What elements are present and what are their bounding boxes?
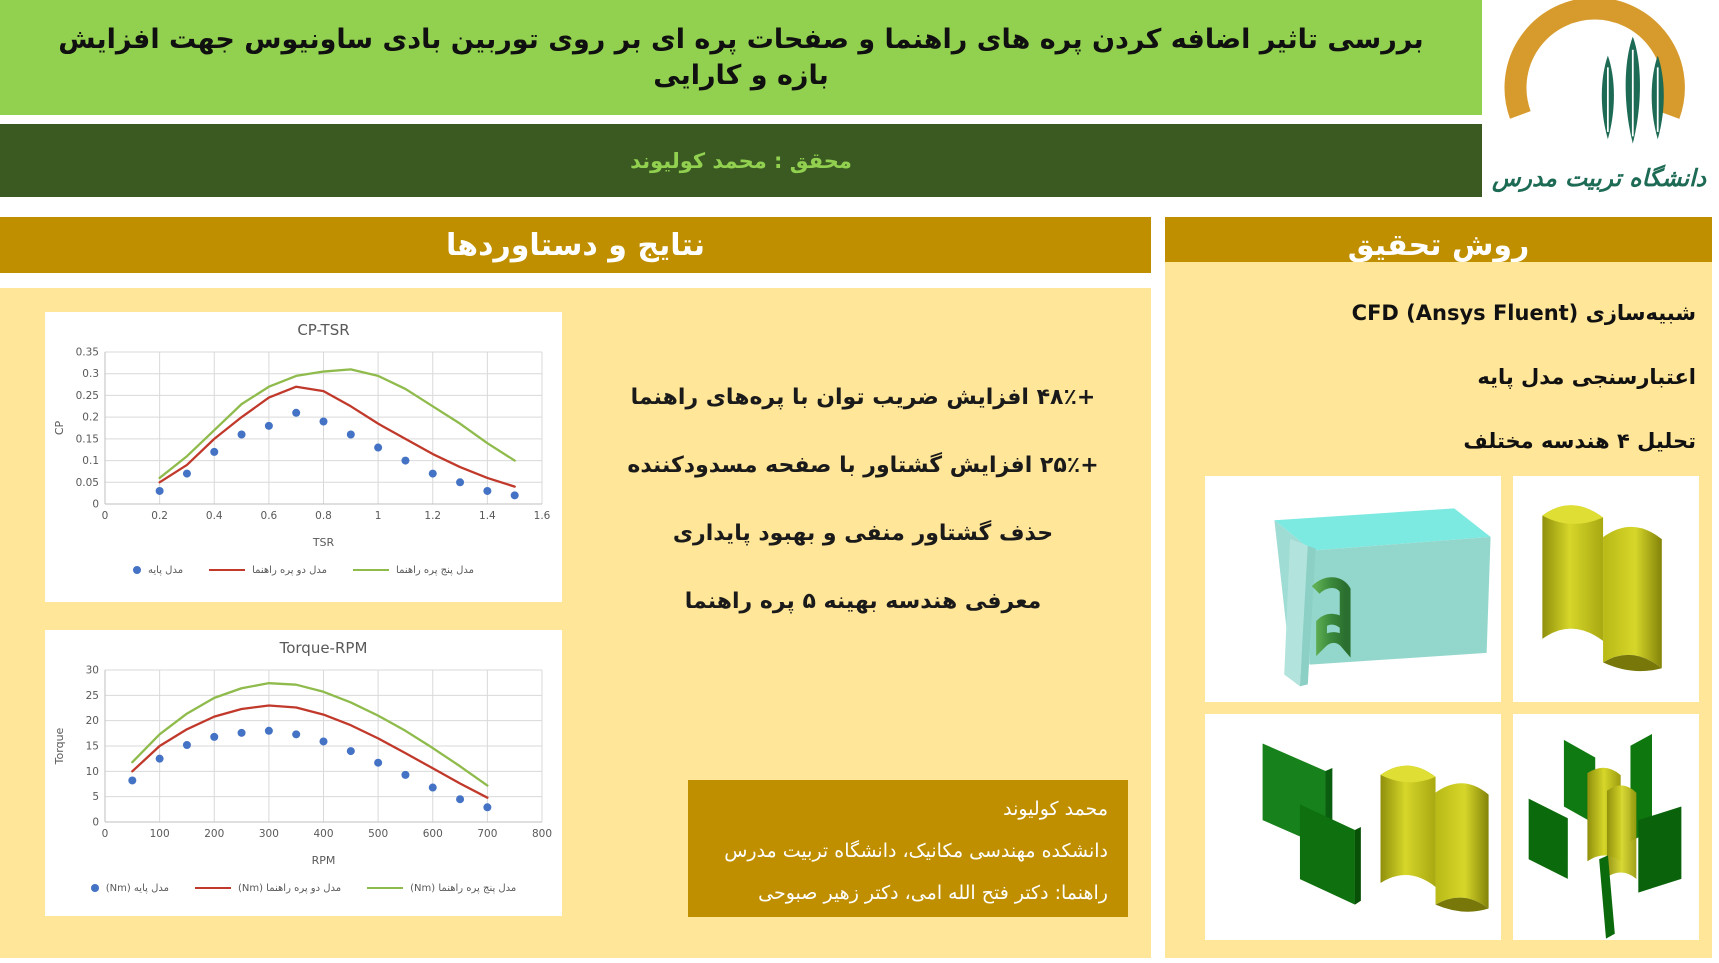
method-item: اعتبارسنجی مدل پایه (1477, 365, 1696, 389)
computational-domain-image (1274, 508, 1491, 687)
geometry-figures (1205, 476, 1699, 940)
svg-text:TSR: TSR (312, 536, 335, 549)
results-panel: 0 0.2 0.4 0.6 0.8 1 1.2 1.4 1.6 0 0.05 0.1 0.15 0.2 0.… (0, 288, 1151, 958)
svg-text:0: 0 (92, 499, 99, 511)
legend-line-swatch (209, 568, 246, 572)
svg-text:100: 100 (150, 828, 170, 840)
svg-text:1: 1 (375, 510, 382, 522)
svg-text:Torque-RPM: Torque-RPM (279, 639, 368, 657)
figure-five-guide-vanes (1513, 714, 1699, 940)
result-bullet: +۲۵٪ افزایش گشتاور با صفحه مسدودکننده (627, 453, 1099, 478)
legend-item: مدل پنج پره راهنما (Nm) (367, 883, 516, 894)
svg-text:CP: CP (53, 420, 66, 435)
info-line: دانشکده مهندسی مکانیک، دانشگاه تربیت مدر… (724, 840, 1108, 862)
legend-line-swatch (194, 886, 231, 890)
svg-text:0.8: 0.8 (315, 510, 332, 522)
svg-text:500: 500 (368, 828, 388, 840)
svg-text:0: 0 (102, 828, 109, 840)
svg-text:25: 25 (86, 690, 99, 702)
svg-text:0.25: 0.25 (76, 390, 99, 402)
base-rotor-image (1542, 505, 1662, 672)
svg-text:0.15: 0.15 (76, 433, 99, 445)
legend-dot-swatch (90, 884, 99, 892)
svg-text:20: 20 (86, 715, 99, 727)
torque-rpm-legend: مدل پایه (Nm) مدل دو پره راهنما (Nm) مدل پ… (90, 868, 516, 908)
svg-text:0: 0 (102, 510, 109, 522)
info-line: راهنما: دکتر فتح الله امی، دکتر زهیر صبو… (758, 882, 1108, 904)
torque-rpm-chart-card: 0 100 200 300 400 500 600 700 800 0 5 10 15 20 25 30 Tor… (45, 630, 562, 916)
university-logo-wordmark: دانشگاه تربیت مدرس (1492, 165, 1707, 194)
svg-text:0.35: 0.35 (76, 347, 99, 359)
legend-label: مدل پنج پره راهنما (Nm) (410, 882, 517, 894)
university-logo: دانشگاه تربیت مدرس (1492, 0, 1712, 198)
svg-text:0.2: 0.2 (151, 510, 168, 522)
legend-label: مدل پنج پره راهنما (396, 564, 474, 576)
svg-text:600: 600 (423, 828, 443, 840)
method-section-title: روش تحقیق (1347, 227, 1530, 263)
svg-text:CP-TSR: CP-TSR (297, 321, 349, 339)
method-items: شبیه‌سازی CFD (Ansys Fluent) اعتبارسنجی م… (1176, 298, 1696, 490)
svg-text:Torque: Torque (53, 727, 66, 765)
method-item: شبیه‌سازی CFD (Ansys Fluent) (1351, 301, 1696, 325)
legend-dot-swatch (133, 566, 142, 574)
result-bullet: +۴۸٪ افزایش ضریب توان با پره‌های راهنما (630, 385, 1096, 410)
svg-text:1.6: 1.6 (534, 510, 551, 522)
svg-text:30: 30 (86, 665, 99, 677)
svg-text:15: 15 (86, 741, 99, 753)
results-bullets: +۴۸٪ افزایش ضریب توان با پره‌های راهنما +… (585, 383, 1141, 617)
figure-two-guide-vanes (1205, 714, 1501, 940)
figure-base-rotor (1513, 476, 1699, 702)
legend-item: مدل دو پره راهنما (209, 565, 327, 576)
cp-tsr-chart-card: 0 0.2 0.4 0.6 0.8 1 1.2 1.4 1.6 0 0.05 0.1 0.15 0.2 0.… (45, 312, 562, 602)
figure-computational-domain (1205, 476, 1501, 702)
legend-label: مدل پایه (148, 564, 184, 576)
legend-line-swatch (353, 568, 390, 572)
legend-line-swatch (367, 886, 404, 890)
legend-label: مدل پایه (Nm) (105, 882, 169, 894)
svg-text:300: 300 (259, 828, 279, 840)
svg-text:0: 0 (92, 817, 99, 829)
title-bar: بررسی تاثیر اضافه کردن پره های راهنما و … (0, 0, 1482, 115)
svg-text:0.6: 0.6 (261, 510, 278, 522)
torque-rpm-chart: 0 100 200 300 400 500 600 700 800 0 5 10 15 20 25 30 Tor… (53, 639, 552, 867)
researcher-label: محقق : محمد کولیوند (630, 148, 852, 173)
svg-text:800: 800 (532, 828, 552, 840)
university-logo-icon: دانشگاه تربیت مدرس (1492, 0, 1707, 194)
svg-text:1.2: 1.2 (424, 510, 441, 522)
legend-item: مدل دو پره راهنما (Nm) (194, 882, 342, 894)
five-guide-vanes-image (1528, 734, 1682, 939)
legend-item: مدل پایه (Nm) (90, 882, 169, 894)
poster-title: بررسی تاثیر اضافه کردن پره های راهنما و … (58, 24, 1424, 91)
svg-text:10: 10 (86, 766, 99, 778)
result-bullet: حذف گشتاور منفی و بهبود پایداری (672, 521, 1054, 546)
svg-text:700: 700 (477, 828, 497, 840)
svg-text:0.1: 0.1 (82, 455, 99, 467)
results-section-header: نتایج و دستاوردها (0, 217, 1151, 273)
svg-text:RPM: RPM (312, 854, 336, 867)
results-section-title: نتایج و دستاوردها (446, 227, 705, 263)
legend-item: مدل پنج پره راهنما (353, 565, 474, 576)
svg-text:0.4: 0.4 (206, 510, 223, 522)
researcher-info-box: محمد کولیوند دانشکده مهندسی مکانیک، دانشگ… (688, 780, 1128, 917)
svg-text:1.4: 1.4 (479, 510, 496, 522)
legend-item: مدل پایه (133, 565, 183, 576)
researcher-bar: محقق : محمد کولیوند (0, 124, 1482, 197)
svg-text:0.2: 0.2 (82, 412, 99, 424)
cp-tsr-legend: مدل پایه مدل دو پره راهنما مدل پنج پره راه… (133, 550, 474, 590)
two-guide-vanes-image (1262, 743, 1489, 912)
svg-text:0.05: 0.05 (76, 477, 99, 489)
cp-tsr-chart: 0 0.2 0.4 0.6 0.8 1 1.2 1.4 1.6 0 0.05 0.1 0.15 0.2 0.… (53, 321, 551, 549)
method-item: تحلیل ۴ هندسه مختلف (1463, 429, 1696, 453)
svg-text:5: 5 (92, 791, 99, 803)
result-bullet: معرفی هندسه بهینه ۵ پره راهنما (684, 589, 1042, 614)
legend-label: مدل دو پره راهنما (Nm) (237, 882, 342, 894)
svg-text:0.3: 0.3 (82, 368, 99, 380)
svg-text:400: 400 (313, 828, 333, 840)
svg-text:200: 200 (204, 828, 224, 840)
legend-label: مدل دو پره راهنما (252, 564, 328, 576)
info-line: محمد کولیوند (1003, 798, 1108, 820)
method-panel: شبیه‌سازی CFD (Ansys Fluent) اعتبارسنجی م… (1165, 262, 1712, 958)
